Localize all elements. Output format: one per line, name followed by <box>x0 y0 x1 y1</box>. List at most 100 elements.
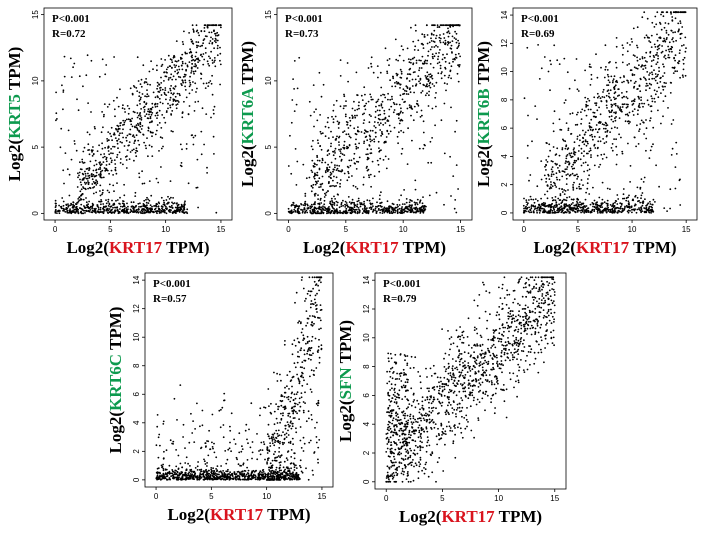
data-point <box>427 161 430 164</box>
data-point <box>334 166 336 169</box>
data-point <box>660 11 663 14</box>
data-point <box>93 164 96 167</box>
data-point <box>320 95 323 98</box>
data-point <box>444 42 447 44</box>
data-point <box>199 54 202 56</box>
data-point <box>169 99 171 101</box>
point-series <box>522 11 687 214</box>
data-point <box>140 78 143 81</box>
data-point <box>116 156 118 159</box>
data-point <box>548 187 551 190</box>
data-point <box>357 126 359 128</box>
data-point <box>677 11 680 14</box>
data-point <box>62 89 65 92</box>
data-point <box>185 143 188 145</box>
data-point <box>538 78 541 80</box>
data-point <box>564 140 567 143</box>
data-point <box>219 24 222 27</box>
data-point <box>290 121 293 124</box>
data-point <box>618 133 620 136</box>
data-point <box>440 77 443 80</box>
data-point <box>645 149 647 152</box>
data-point <box>650 83 653 86</box>
data-point <box>649 117 652 119</box>
data-point <box>305 420 308 423</box>
data-point <box>590 118 593 121</box>
data-point <box>95 212 97 214</box>
data-point <box>167 66 169 69</box>
data-point <box>593 135 596 138</box>
data-point <box>683 56 686 59</box>
data-point <box>431 137 433 139</box>
data-point <box>80 183 83 186</box>
x-tick-label: 5 <box>108 225 113 234</box>
data-point <box>115 128 118 131</box>
data-point <box>650 65 653 68</box>
data-point <box>308 276 311 279</box>
data-point <box>156 85 159 87</box>
data-point <box>572 187 575 189</box>
data-point <box>400 129 402 132</box>
data-point <box>645 34 648 37</box>
data-point <box>314 337 317 340</box>
data-point <box>659 81 662 83</box>
data-point <box>577 90 580 92</box>
data-point <box>60 207 63 210</box>
data-point <box>572 209 575 212</box>
y-axis-label: Log2(KRT6A TPM) <box>238 41 257 187</box>
data-point <box>320 206 323 209</box>
data-point <box>210 82 213 85</box>
data-point <box>219 46 221 49</box>
data-point <box>674 70 677 73</box>
data-point <box>358 209 361 212</box>
data-point <box>433 41 436 43</box>
data-point <box>122 128 124 131</box>
data-point <box>645 51 648 54</box>
data-point <box>312 203 315 206</box>
data-point <box>456 72 459 75</box>
data-point <box>72 206 75 209</box>
data-point <box>151 131 154 134</box>
data-point <box>630 205 633 208</box>
data-point <box>652 210 655 213</box>
data-point <box>369 129 372 132</box>
data-point <box>338 141 340 144</box>
data-point <box>568 87 571 90</box>
data-point <box>420 67 423 69</box>
data-point <box>614 84 617 87</box>
data-point <box>277 405 279 408</box>
data-point <box>200 470 202 473</box>
data-point <box>110 161 113 164</box>
data-point <box>345 105 347 107</box>
data-point <box>417 49 420 51</box>
data-point <box>636 208 639 211</box>
data-point <box>604 44 607 47</box>
data-point <box>360 202 363 205</box>
data-point <box>287 395 290 398</box>
data-point <box>171 201 173 204</box>
data-point <box>188 105 191 107</box>
data-point <box>529 195 532 198</box>
data-point <box>441 71 443 73</box>
data-point <box>212 474 214 476</box>
data-point <box>401 111 404 114</box>
data-point <box>329 185 331 188</box>
data-point <box>565 160 567 163</box>
data-point <box>587 211 590 214</box>
data-point <box>62 200 65 203</box>
data-point <box>354 114 356 117</box>
data-point <box>551 197 554 199</box>
data-point <box>146 83 149 86</box>
data-point <box>540 178 543 181</box>
data-point <box>444 39 447 42</box>
data-point <box>682 44 685 46</box>
data-point <box>364 129 366 132</box>
data-point <box>160 94 163 96</box>
data-point <box>578 134 581 137</box>
data-point <box>359 202 361 204</box>
data-point <box>79 178 81 181</box>
data-point <box>658 47 660 50</box>
data-point <box>87 172 89 175</box>
data-point <box>610 118 613 121</box>
data-point <box>588 174 590 177</box>
